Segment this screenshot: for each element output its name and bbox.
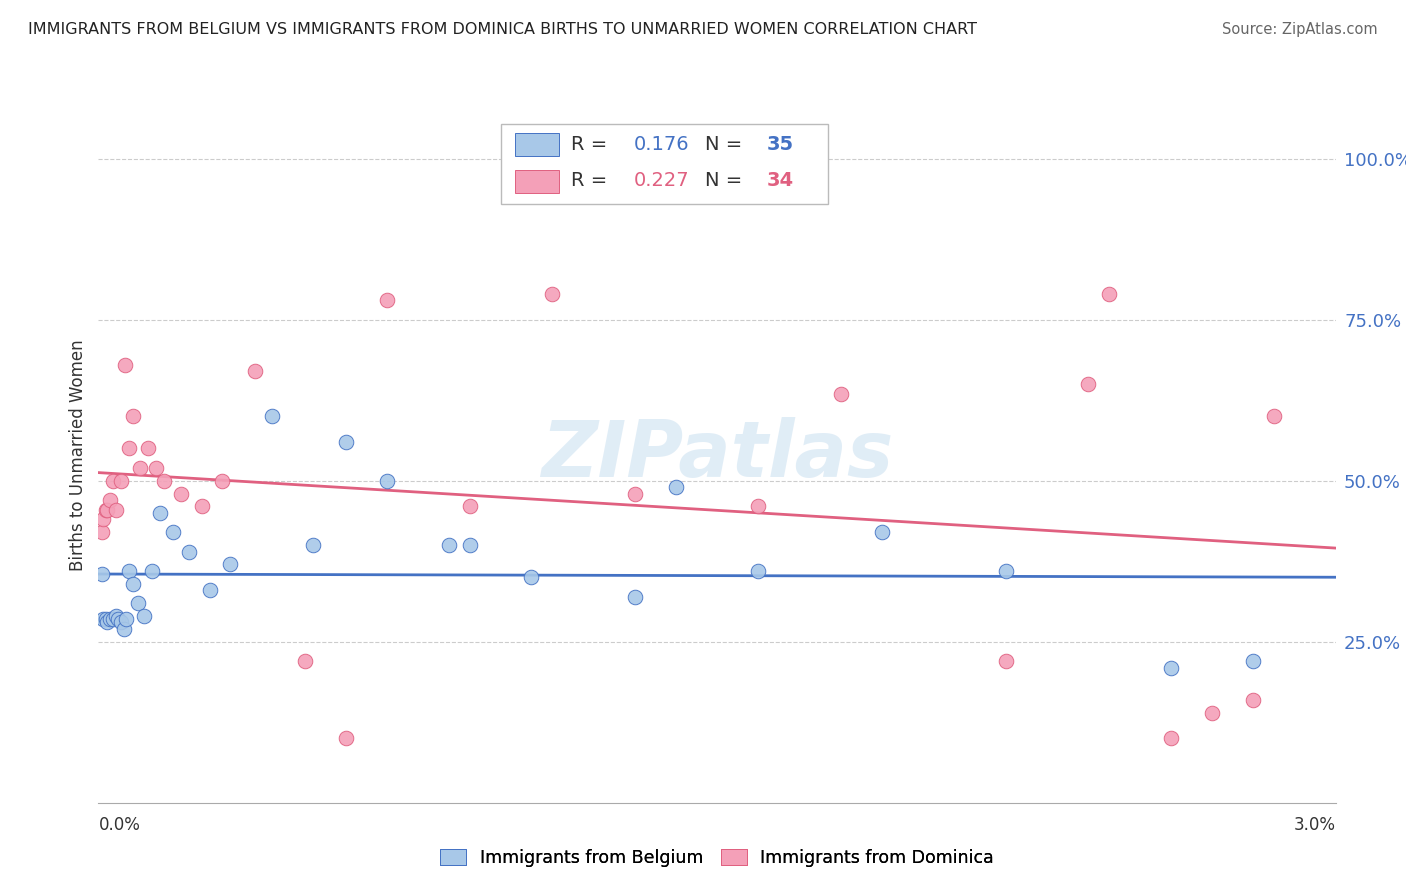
Point — [830, 386, 852, 401]
Text: R =: R = — [571, 171, 613, 190]
Point — [1241, 654, 1264, 668]
Point — [665, 480, 688, 494]
Point — [93, 512, 115, 526]
Text: 0.0%: 0.0% — [98, 816, 141, 834]
Point — [190, 500, 212, 514]
Point — [90, 567, 112, 582]
Point — [294, 654, 316, 668]
Point — [136, 442, 159, 456]
Point — [219, 558, 242, 572]
Point — [437, 538, 460, 552]
Point — [623, 486, 645, 500]
Point — [122, 409, 145, 424]
Point — [520, 570, 543, 584]
Point — [198, 583, 221, 598]
Point — [115, 612, 138, 626]
Point — [104, 609, 127, 624]
Text: 34: 34 — [766, 171, 793, 190]
Point — [110, 615, 132, 630]
Text: Source: ZipAtlas.com: Source: ZipAtlas.com — [1222, 22, 1378, 37]
Point — [1077, 377, 1099, 392]
Point — [96, 615, 118, 630]
Point — [541, 286, 564, 301]
Point — [96, 502, 118, 516]
Text: 0.176: 0.176 — [634, 135, 690, 154]
Point — [114, 358, 136, 372]
Point — [162, 525, 184, 540]
Point — [110, 474, 132, 488]
Point — [994, 654, 1017, 668]
Point — [1201, 706, 1223, 720]
Point — [1160, 660, 1182, 674]
Point — [94, 612, 117, 626]
Point — [179, 544, 201, 558]
Y-axis label: Births to Unmarried Women: Births to Unmarried Women — [69, 339, 87, 571]
Point — [375, 474, 398, 488]
Text: 0.227: 0.227 — [634, 171, 690, 190]
Point — [127, 596, 149, 610]
Point — [302, 538, 325, 552]
Text: IMMIGRANTS FROM BELGIUM VS IMMIGRANTS FROM DOMINICA BIRTHS TO UNMARRIED WOMEN CO: IMMIGRANTS FROM BELGIUM VS IMMIGRANTS FR… — [28, 22, 977, 37]
Text: N =: N = — [704, 171, 748, 190]
Point — [101, 474, 124, 488]
Point — [107, 612, 129, 626]
Text: N =: N = — [704, 135, 748, 154]
Point — [260, 409, 283, 424]
Point — [101, 612, 124, 626]
Point — [870, 525, 893, 540]
Point — [104, 502, 127, 516]
Point — [1263, 409, 1285, 424]
Point — [747, 564, 769, 578]
Text: ZIPatlas: ZIPatlas — [541, 417, 893, 493]
Point — [1241, 692, 1264, 706]
Point — [94, 502, 117, 516]
Point — [1160, 731, 1182, 746]
FancyBboxPatch shape — [501, 124, 828, 204]
Text: 35: 35 — [766, 135, 793, 154]
Bar — [516, 134, 558, 156]
Point — [118, 442, 141, 456]
Point — [132, 609, 155, 624]
Point — [118, 564, 141, 578]
Point — [145, 460, 167, 475]
Point — [98, 612, 121, 626]
Point — [128, 460, 150, 475]
Point — [243, 364, 266, 378]
Point — [90, 525, 112, 540]
Text: R =: R = — [571, 135, 613, 154]
Point — [1098, 286, 1121, 301]
Point — [747, 500, 769, 514]
Point — [170, 486, 193, 500]
Point — [335, 435, 357, 450]
Point — [211, 474, 233, 488]
Text: 3.0%: 3.0% — [1294, 816, 1336, 834]
Point — [112, 622, 135, 636]
Legend: Immigrants from Belgium, Immigrants from Dominica: Immigrants from Belgium, Immigrants from… — [433, 842, 1001, 874]
Point — [98, 493, 121, 508]
Point — [153, 474, 176, 488]
Bar — [516, 169, 558, 193]
Point — [149, 506, 172, 520]
Point — [623, 590, 645, 604]
Point — [458, 538, 481, 552]
Point — [375, 293, 398, 308]
Point — [458, 500, 481, 514]
Point — [335, 731, 357, 746]
Point — [122, 576, 145, 591]
Point — [994, 564, 1017, 578]
Point — [141, 564, 163, 578]
Point — [93, 612, 115, 626]
